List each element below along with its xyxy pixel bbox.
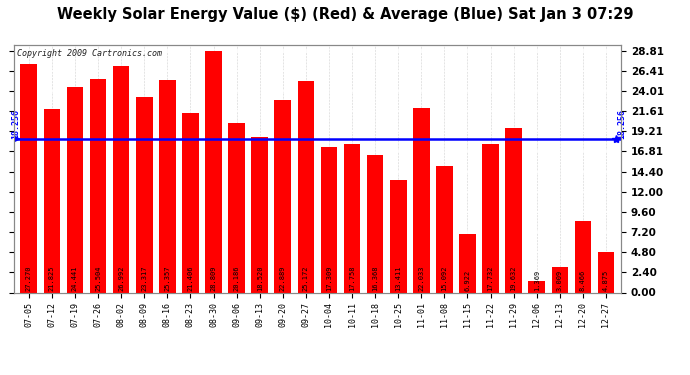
Text: 17.758: 17.758 <box>349 266 355 291</box>
Text: 26.992: 26.992 <box>118 266 124 291</box>
Text: 1.369: 1.369 <box>534 270 540 291</box>
Text: 27.270: 27.270 <box>26 266 32 291</box>
Text: 21.825: 21.825 <box>49 266 55 291</box>
Bar <box>228 123 245 292</box>
Bar <box>182 113 199 292</box>
Text: 22.033: 22.033 <box>418 266 424 291</box>
Bar <box>251 137 268 292</box>
Text: 13.411: 13.411 <box>395 266 401 291</box>
Text: 22.889: 22.889 <box>279 266 286 291</box>
Text: Copyright 2009 Cartronics.com: Copyright 2009 Cartronics.com <box>17 49 162 58</box>
Bar <box>113 66 130 292</box>
Bar <box>43 110 60 292</box>
Bar <box>297 81 314 292</box>
Bar <box>505 128 522 292</box>
Bar <box>205 51 221 292</box>
Text: 25.357: 25.357 <box>164 266 170 291</box>
Bar <box>159 80 176 292</box>
Bar <box>598 252 614 292</box>
Bar <box>275 100 291 292</box>
Bar <box>321 147 337 292</box>
Text: 24.441: 24.441 <box>72 266 78 291</box>
Bar <box>459 234 476 292</box>
Bar <box>90 78 106 292</box>
Text: 6.922: 6.922 <box>464 270 471 291</box>
Text: 17.309: 17.309 <box>326 266 332 291</box>
Text: 25.504: 25.504 <box>95 266 101 291</box>
Text: 18.256: 18.256 <box>618 110 627 140</box>
Bar <box>344 144 360 292</box>
Text: 23.317: 23.317 <box>141 266 147 291</box>
Text: 15.092: 15.092 <box>442 266 447 291</box>
Text: 8.466: 8.466 <box>580 270 586 291</box>
Text: 18.520: 18.520 <box>257 266 263 291</box>
Bar <box>21 64 37 292</box>
Bar <box>390 180 406 292</box>
Text: 3.009: 3.009 <box>557 270 563 291</box>
Bar <box>136 97 152 292</box>
Bar <box>529 281 545 292</box>
Text: 28.809: 28.809 <box>210 266 217 291</box>
Text: 25.172: 25.172 <box>303 266 309 291</box>
Bar <box>482 144 499 292</box>
Text: 17.732: 17.732 <box>488 266 493 291</box>
Bar <box>436 166 453 292</box>
Text: 16.368: 16.368 <box>372 266 378 291</box>
Text: 20.186: 20.186 <box>234 266 239 291</box>
Text: 21.406: 21.406 <box>188 266 193 291</box>
Text: 4.875: 4.875 <box>603 270 609 291</box>
Bar <box>367 155 384 292</box>
Bar <box>413 108 430 292</box>
Bar <box>551 267 568 292</box>
Text: 18.256: 18.256 <box>12 110 21 140</box>
Text: 19.632: 19.632 <box>511 266 517 291</box>
Bar <box>67 87 83 292</box>
Bar <box>575 222 591 292</box>
Text: Weekly Solar Energy Value ($) (Red) & Average (Blue) Sat Jan 3 07:29: Weekly Solar Energy Value ($) (Red) & Av… <box>57 8 633 22</box>
